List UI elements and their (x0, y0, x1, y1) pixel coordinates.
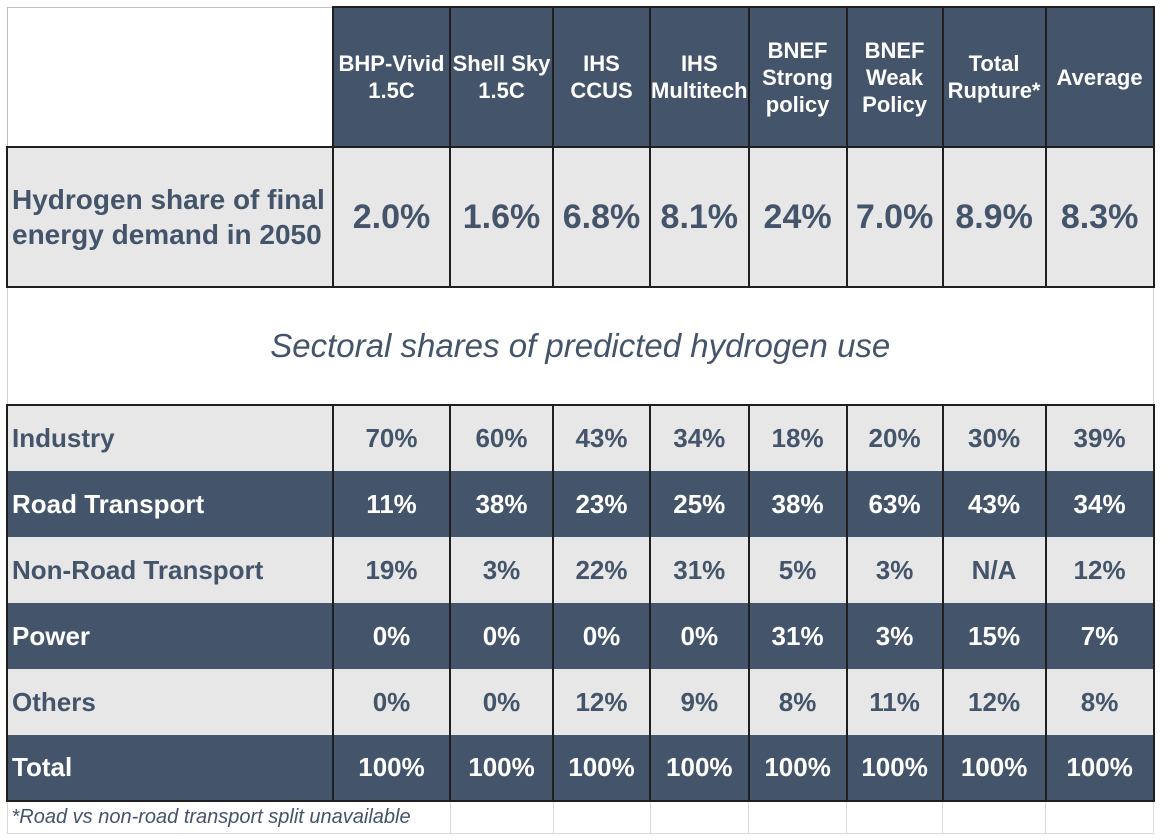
hydrogen-share-value: 7.0% (845, 146, 944, 288)
sector-value: 38% (747, 471, 848, 537)
sector-value: 100% (747, 735, 848, 802)
footnote-empty-cell (1045, 800, 1155, 834)
hydrogen-share-value: 24% (747, 146, 848, 288)
column-header: Shell Sky 1.5C (449, 6, 554, 148)
sector-value: 100% (1044, 735, 1155, 802)
sector-value: 3% (845, 537, 944, 603)
sector-value: 0% (449, 603, 554, 669)
sector-value: 0% (552, 603, 651, 669)
sector-value: 3% (449, 537, 554, 603)
sector-value: 63% (845, 471, 944, 537)
sector-value: 100% (552, 735, 651, 802)
sector-value: 8% (1044, 669, 1155, 735)
sector-row-road-transport: Road Transport 11% 38% 23% 25% 38% 63% 4… (6, 471, 1155, 537)
column-header: IHS CCUS (552, 6, 651, 148)
sector-value: 18% (747, 404, 848, 471)
sector-value: 100% (332, 735, 451, 802)
sector-value: 22% (552, 537, 651, 603)
sector-value: 7% (1044, 603, 1155, 669)
sector-value: 100% (941, 735, 1047, 802)
column-header: Average (1044, 6, 1155, 148)
hydrogen-share-value: 6.8% (552, 146, 651, 288)
column-header: Total Rupture* (941, 6, 1047, 148)
sector-value: 15% (941, 603, 1047, 669)
footnote-empty-cell (552, 800, 651, 834)
hydrogen-share-value: 8.1% (649, 146, 750, 288)
sector-value: 43% (552, 404, 651, 471)
sector-row-industry: Industry 70% 60% 43% 34% 18% 20% 30% 39% (6, 404, 1155, 471)
footnote: *Road vs non-road transport split unavai… (6, 800, 451, 834)
hydrogen-share-value: 1.6% (449, 146, 554, 288)
hydrogen-share-value: 8.3% (1044, 146, 1155, 288)
sector-value: 11% (332, 471, 451, 537)
sector-row-power: Power 0% 0% 0% 0% 31% 3% 15% 7% (6, 603, 1155, 669)
sector-value: 3% (845, 603, 944, 669)
hydrogen-share-table: BHP-Vivid 1.5C Shell Sky 1.5C IHS CCUS IHS M… (6, 6, 1155, 834)
sector-value: 20% (845, 404, 944, 471)
sector-label: Non-Road Transport (6, 537, 334, 603)
column-header: BNEF Weak Policy (845, 6, 944, 148)
header-row: BHP-Vivid 1.5C Shell Sky 1.5C IHS CCUS IHS M… (6, 6, 1155, 148)
sector-value: 12% (1044, 537, 1155, 603)
hydrogen-share-value: 8.9% (941, 146, 1047, 288)
sectoral-shares-subtitle: Sectoral shares of predicted hydrogen us… (6, 287, 1155, 405)
sector-value: 100% (449, 735, 554, 802)
header-blank-cell (6, 6, 334, 148)
sector-value: 19% (332, 537, 451, 603)
sector-label: Total (6, 735, 334, 802)
sector-value: 25% (649, 471, 750, 537)
sector-value: 38% (449, 471, 554, 537)
column-header: BHP-Vivid 1.5C (332, 6, 451, 148)
column-header: IHS Multitech (649, 6, 750, 148)
sector-label: Industry (6, 404, 334, 471)
sector-value: 12% (941, 669, 1047, 735)
sector-label: Power (6, 603, 334, 669)
sector-value: 31% (747, 603, 848, 669)
sector-value: 31% (649, 537, 750, 603)
footnote-empty-cell (846, 800, 944, 834)
sector-value: 0% (449, 669, 554, 735)
sector-value: 70% (332, 404, 451, 471)
sector-value: 100% (649, 735, 750, 802)
column-header: BNEF Strong policy (747, 6, 848, 148)
sector-value: 30% (941, 404, 1047, 471)
sector-value: 23% (552, 471, 651, 537)
sector-label: Others (6, 669, 334, 735)
sector-label: Road Transport (6, 471, 334, 537)
sector-value: N/A (941, 537, 1047, 603)
sector-row-non-road-transport: Non-Road Transport 19% 3% 22% 31% 5% 3% … (6, 537, 1155, 603)
sector-value: 5% (747, 537, 848, 603)
hydrogen-share-label: Hydrogen share of final energy demand in … (6, 146, 334, 288)
sector-value: 39% (1044, 404, 1155, 471)
sector-value: 0% (332, 603, 451, 669)
sector-value: 34% (649, 404, 750, 471)
sector-value: 43% (941, 471, 1047, 537)
footnote-empty-cell (942, 800, 1047, 834)
sector-value: 60% (449, 404, 554, 471)
sector-row-others: Others 0% 0% 12% 9% 8% 11% 12% 8% (6, 669, 1155, 735)
sector-value: 0% (649, 603, 750, 669)
sector-value: 9% (649, 669, 750, 735)
sector-value: 8% (747, 669, 848, 735)
hydrogen-share-value: 2.0% (332, 146, 451, 288)
footnote-row: *Road vs non-road transport split unavai… (6, 800, 1155, 834)
hydrogen-share-row: Hydrogen share of final energy demand in … (6, 146, 1155, 288)
sector-value: 100% (845, 735, 944, 802)
sector-row-total: Total 100% 100% 100% 100% 100% 100% 100%… (6, 735, 1155, 802)
footnote-empty-cell (748, 800, 848, 834)
sector-value: 11% (845, 669, 944, 735)
sector-value: 12% (552, 669, 651, 735)
subtitle-row: Sectoral shares of predicted hydrogen us… (6, 287, 1155, 405)
footnote-empty-cell (649, 800, 750, 834)
sector-value: 34% (1044, 471, 1155, 537)
footnote-empty-cell (449, 800, 554, 834)
sector-value: 0% (332, 669, 451, 735)
